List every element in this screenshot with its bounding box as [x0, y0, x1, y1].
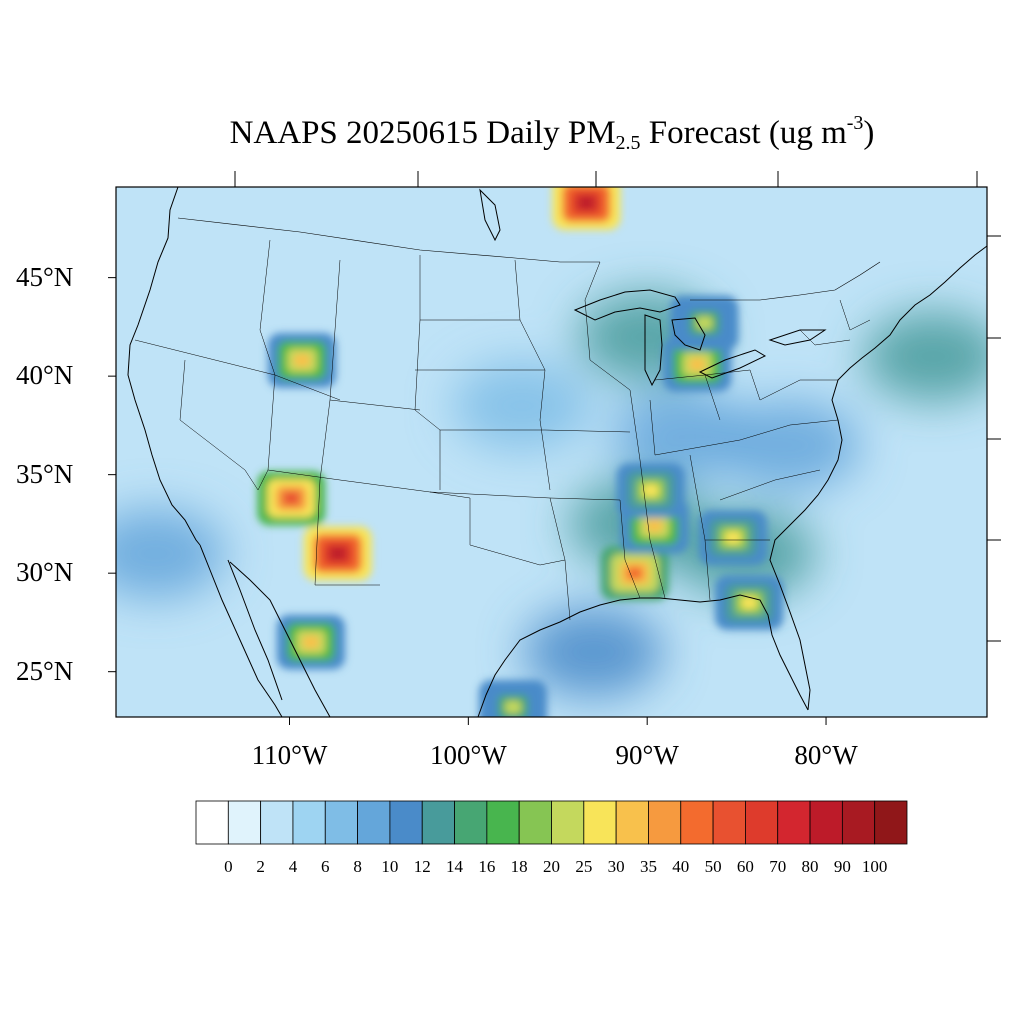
colorbar-swatch — [712, 800, 746, 845]
colorbar-swatch — [454, 800, 488, 845]
colorbar-label: 35 — [639, 857, 657, 876]
pm25-hotspot — [329, 547, 346, 560]
pm25-plume — [863, 311, 987, 402]
pm25-hotspot — [642, 484, 659, 497]
pm25-hotspot — [696, 316, 713, 330]
colorbar-label: 80 — [801, 857, 819, 876]
colorbar-label: 18 — [510, 857, 528, 876]
pm25-hotspot — [646, 519, 663, 533]
lat-label: 45°N — [16, 261, 74, 292]
colorbar-label: 0 — [224, 857, 233, 876]
pm25-plume — [451, 360, 592, 451]
colorbar-swatch — [195, 800, 229, 845]
colorbar — [195, 800, 908, 845]
colorbar-swatch — [357, 800, 391, 845]
colorbar-swatch — [648, 800, 682, 845]
colorbar-swatch — [615, 800, 649, 845]
pm25-plume — [720, 400, 861, 491]
pm25-hotspot — [725, 531, 742, 545]
colorbar-label: 12 — [413, 857, 431, 876]
colorbar-label: 2 — [256, 857, 265, 876]
colorbar-swatch — [777, 800, 811, 845]
lat-label: 30°N — [16, 557, 74, 588]
pm25-plume — [116, 508, 226, 599]
map-ticks — [108, 171, 1001, 725]
colorbar-swatch — [518, 800, 552, 845]
title-prefix: NAAPS 20250615 Daily PM — [229, 115, 616, 151]
map-title: NAAPS 20250615 Daily PM2.5 Forecast (ug … — [0, 112, 1024, 155]
colorbar-swatch — [551, 800, 585, 845]
colorbar-swatch — [680, 800, 714, 845]
pm25-hotspot — [578, 196, 595, 210]
lon-label: 110°W — [251, 740, 328, 770]
colorbar-swatch — [809, 800, 843, 845]
title-middle: Forecast (ug m — [640, 115, 847, 151]
colorbar-label: 6 — [321, 857, 330, 876]
colorbar-label: 16 — [478, 857, 496, 876]
colorbar-label: 100 — [861, 857, 888, 876]
colorbar-swatch — [227, 800, 262, 845]
lon-label: 80°W — [794, 740, 858, 770]
map-frame — [115, 186, 988, 718]
title-subscript: 2.5 — [615, 132, 641, 154]
title-superscript: -3 — [846, 112, 864, 134]
colorbar-label: 25 — [575, 857, 593, 876]
colorbar-label: 40 — [672, 857, 690, 876]
colorbar-swatch — [324, 800, 358, 845]
hotspot-layer — [257, 187, 784, 717]
pm25-hotspot — [626, 566, 643, 580]
coastline-and-borders — [127, 187, 987, 717]
pm25-hotspot — [283, 491, 300, 505]
colorbar-label: 60 — [736, 857, 754, 876]
colorbar-swatch — [292, 800, 326, 845]
pm25-hotspot — [505, 700, 522, 714]
pm25-hotspot — [741, 596, 758, 610]
colorbar-swatch — [583, 800, 617, 845]
lat-label: 25°N — [16, 655, 74, 686]
pm25-hotspot — [689, 357, 706, 371]
lat-label: 35°N — [16, 458, 74, 489]
colorbar-label: 30 — [607, 857, 625, 876]
pm25-plume — [612, 390, 753, 481]
pm25-field — [116, 187, 987, 717]
colorbar-label: 20 — [543, 857, 560, 876]
colorbar-label: 50 — [704, 857, 722, 876]
title-suffix: ) — [863, 115, 875, 151]
colorbar-swatch — [486, 800, 520, 845]
colorbar-swatch — [260, 800, 294, 845]
colorbar-label: 70 — [769, 857, 787, 876]
colorbar-label: 4 — [288, 857, 298, 876]
colorbar-swatch — [874, 800, 908, 845]
lon-label: 90°W — [615, 740, 679, 770]
colorbar-swatch — [841, 800, 876, 845]
colorbar-label: 10 — [381, 857, 399, 876]
lat-label: 40°N — [16, 360, 74, 391]
colorbar-label: 90 — [833, 857, 851, 876]
pm25-hotspot — [294, 353, 311, 367]
colorbar-swatch — [389, 800, 423, 845]
colorbar-swatch — [421, 800, 455, 845]
colorbar-label: 8 — [353, 857, 362, 876]
pm25-hotspot — [302, 635, 319, 649]
lon-label: 100°W — [429, 740, 507, 770]
pm25-plume — [523, 606, 664, 697]
colorbar-swatch — [745, 800, 779, 845]
colorbar-label: 14 — [446, 857, 464, 876]
